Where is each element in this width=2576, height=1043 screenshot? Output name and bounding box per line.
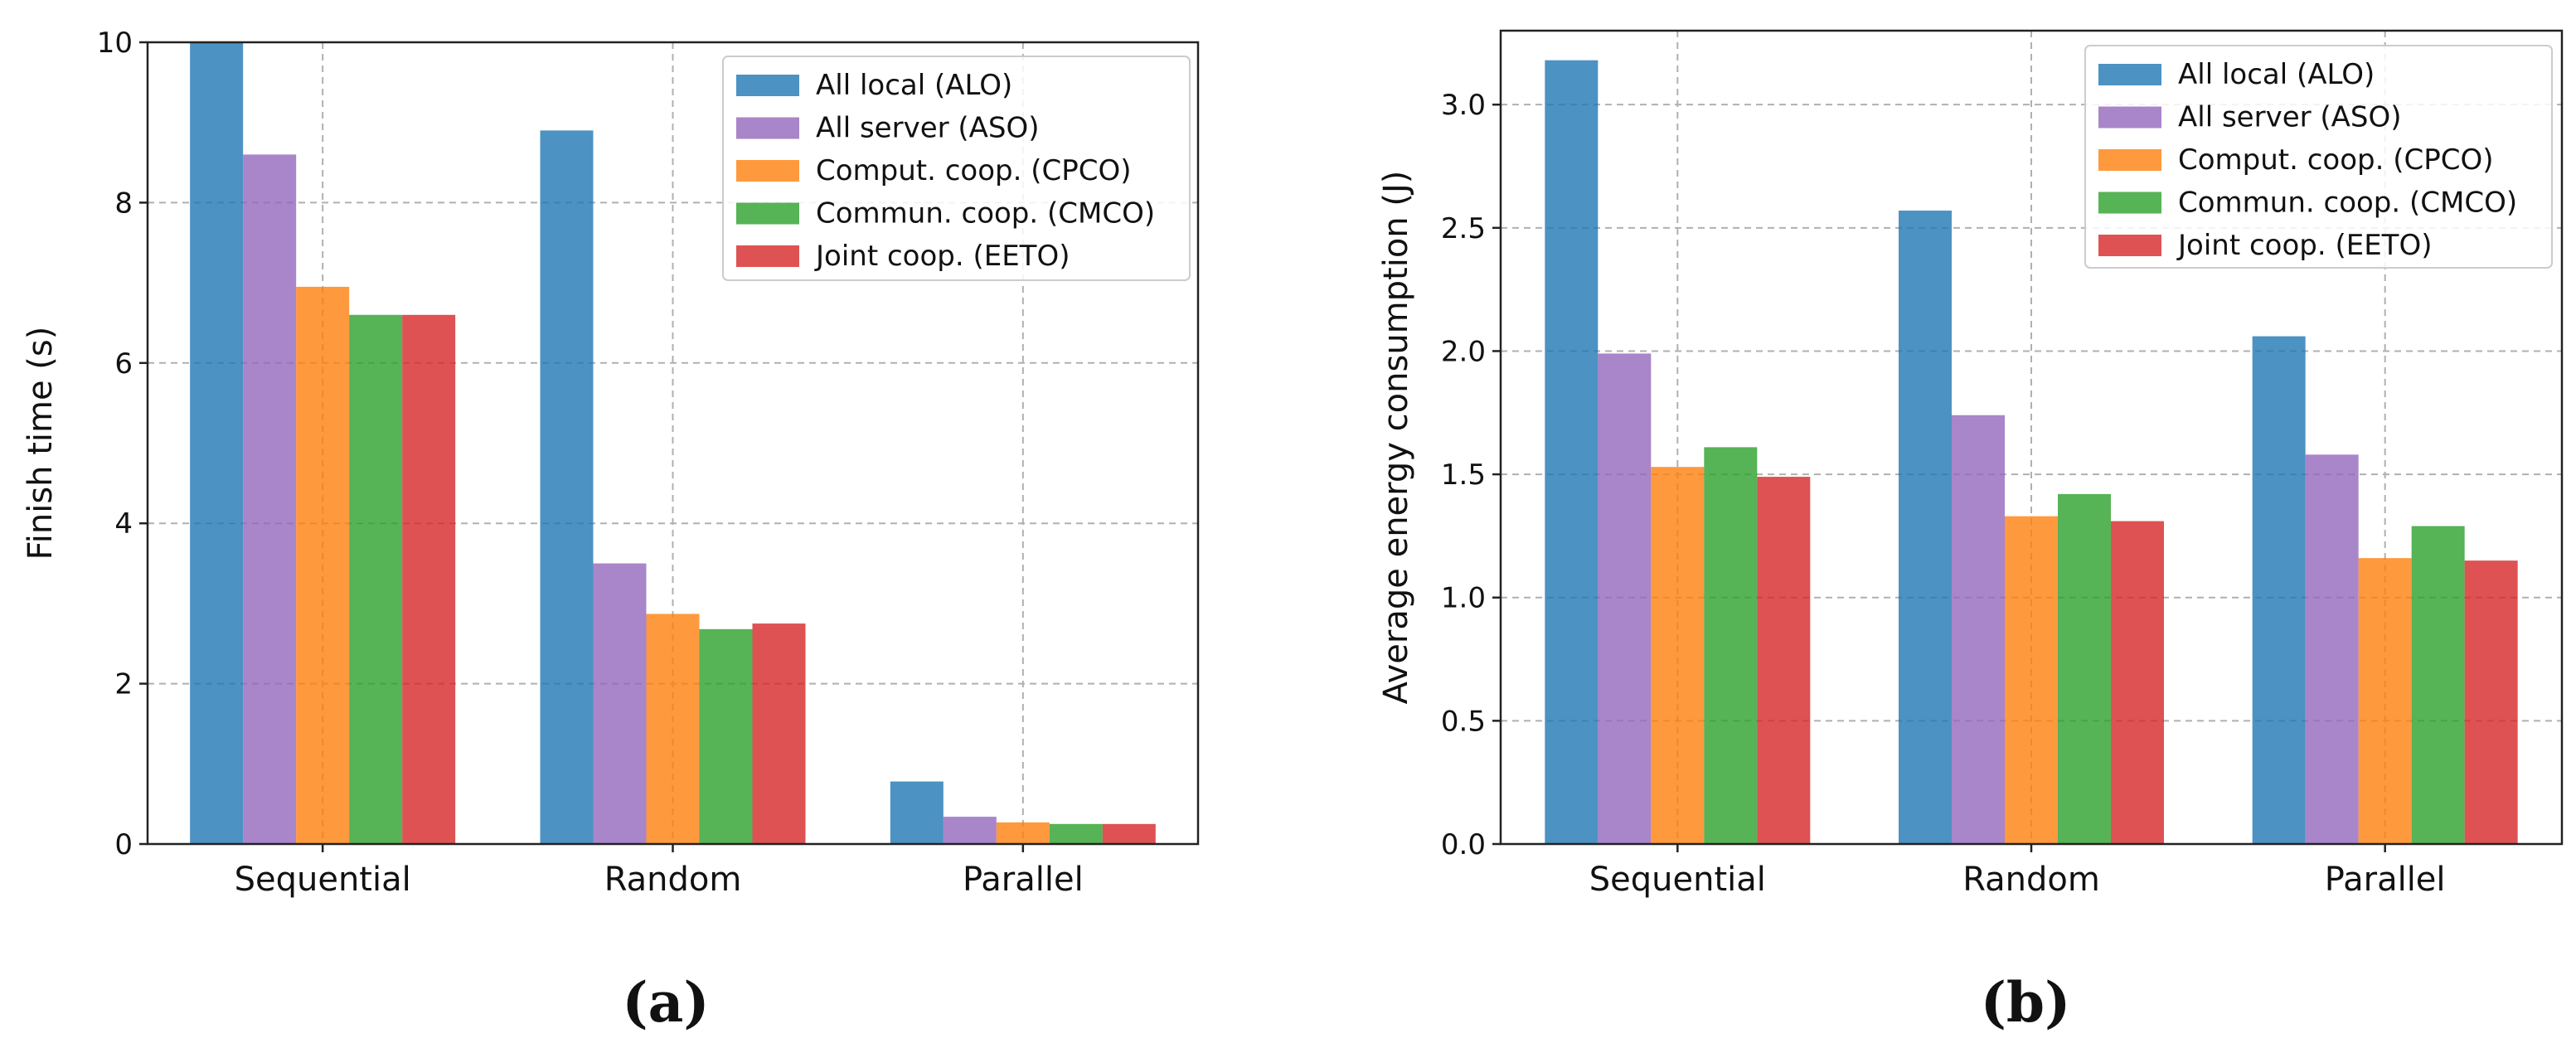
- legend-swatch: [736, 245, 799, 267]
- legend-entry: All local (ALO): [816, 69, 1012, 102]
- legend-entry: Joint coop. (EETO): [2176, 229, 2432, 262]
- bar-comput-coop-cpco-random: [2005, 516, 2058, 844]
- panel-label: (a): [622, 970, 709, 1035]
- y-tick-label: 4: [114, 507, 133, 541]
- legend-entry: Comput. coop. (CPCO): [2178, 143, 2494, 177]
- legend-entry: All server (ASO): [2178, 101, 2402, 134]
- legend-swatch: [736, 160, 799, 182]
- bar-all-local-alo-random: [540, 130, 594, 844]
- legend-entry: All local (ALO): [2178, 58, 2375, 91]
- bar-all-server-aso-sequential: [1598, 353, 1652, 845]
- y-tick-label: 2.5: [1441, 212, 1486, 245]
- y-tick-label: 1.0: [1441, 582, 1486, 615]
- bar-all-local-alo-random: [1899, 211, 1952, 844]
- legend-swatch: [736, 117, 799, 139]
- y-tick-label: 6: [114, 347, 133, 381]
- bar-all-server-aso-parallel: [943, 817, 997, 844]
- bar-joint-coop-eeto-random: [752, 623, 806, 844]
- bar-commun-coop-cmco-random: [699, 628, 753, 844]
- bar-joint-coop-eeto-random: [2111, 521, 2164, 844]
- y-tick-label: 0.5: [1441, 705, 1486, 738]
- bar-comput-coop-cpco-sequential: [296, 286, 350, 844]
- chart-panel-a: 0 2 4 6 8 10 Sequential Random Parallel Finish ti…: [22, 27, 1200, 1035]
- bar-all-local-alo-sequential: [1545, 60, 1598, 844]
- legend-swatch: [2098, 64, 2161, 85]
- x-tick-label: Parallel: [2325, 861, 2446, 899]
- bar-comput-coop-cpco-parallel: [996, 822, 1050, 844]
- legend-entry: Comput. coop. (CPCO): [816, 154, 1132, 187]
- y-tick-label: 8: [114, 187, 133, 220]
- y-tick-label: 0: [114, 828, 133, 861]
- y-axis-title: Average energy consumption (J): [1377, 171, 1415, 705]
- x-tick-label: Sequential: [1589, 861, 1766, 899]
- legend: All local (ALO) All server (ASO) Comput. c…: [2084, 45, 2553, 269]
- legend-swatch: [2098, 149, 2161, 171]
- legend-swatch: [2098, 192, 2161, 214]
- bar-commun-coop-cmco-sequential: [349, 314, 403, 844]
- y-tick-label: 10: [97, 27, 133, 60]
- panel-label: (b): [1981, 970, 2071, 1035]
- bar-joint-coop-eeto-sequential: [1757, 477, 1811, 844]
- legend-box: [722, 56, 1191, 281]
- bar-comput-coop-cpco-parallel: [2358, 558, 2412, 844]
- bar-comput-coop-cpco-sequential: [1651, 467, 1705, 844]
- legend-swatch: [2098, 235, 2161, 256]
- x-tick-label: Random: [1962, 861, 2100, 899]
- chart-panel-b: 0.0 0.5 1.0 1.5 2.0 2.5 3.0 Sequential Random Par…: [1377, 29, 2564, 1035]
- bar-all-local-alo-parallel: [2252, 336, 2306, 845]
- bar-all-local-alo-sequential: [190, 42, 244, 844]
- bar-commun-coop-cmco-random: [2058, 493, 2111, 844]
- x-tick-label: Random: [604, 861, 742, 899]
- legend-box: [2084, 45, 2553, 269]
- bar-commun-coop-cmco-sequential: [1704, 447, 1758, 844]
- y-tick-label: 3.0: [1441, 89, 1486, 122]
- bar-all-local-alo-parallel: [890, 781, 944, 844]
- bar-all-server-aso-parallel: [2305, 454, 2359, 844]
- bar-all-server-aso-random: [1952, 415, 2005, 844]
- y-axis-title: Finish time (s): [22, 327, 60, 560]
- legend-entry: Commun. coop. (CMCO): [816, 197, 1155, 230]
- bar-joint-coop-eeto-sequential: [402, 314, 456, 844]
- y-tick-label: 2.0: [1441, 335, 1486, 368]
- legend-swatch: [736, 202, 799, 225]
- legend-entry: Commun. coop. (CMCO): [2178, 187, 2517, 220]
- bar-all-server-aso-random: [593, 563, 647, 844]
- legend-swatch: [2098, 106, 2161, 129]
- x-tick-label: Parallel: [963, 861, 1084, 899]
- bar-comput-coop-cpco-random: [646, 614, 700, 844]
- legend-swatch: [736, 75, 799, 96]
- y-tick-label: 0.0: [1441, 828, 1486, 861]
- bar-joint-coop-eeto-parallel: [2464, 560, 2518, 844]
- bar-joint-coop-eeto-parallel: [1102, 823, 1156, 844]
- x-tick-label: Sequential: [235, 861, 411, 899]
- bar-commun-coop-cmco-parallel: [1049, 823, 1103, 844]
- bar-all-server-aso-sequential: [243, 154, 297, 844]
- y-tick-label: 2: [114, 668, 133, 701]
- legend-entry: All server (ASO): [816, 112, 1040, 145]
- y-tick-label: 1.5: [1441, 458, 1486, 492]
- legend: All local (ALO) All server (ASO) Comput. c…: [722, 56, 1191, 281]
- bar-commun-coop-cmco-parallel: [2411, 526, 2465, 844]
- legend-entry: Joint coop. (EETO): [814, 240, 1070, 273]
